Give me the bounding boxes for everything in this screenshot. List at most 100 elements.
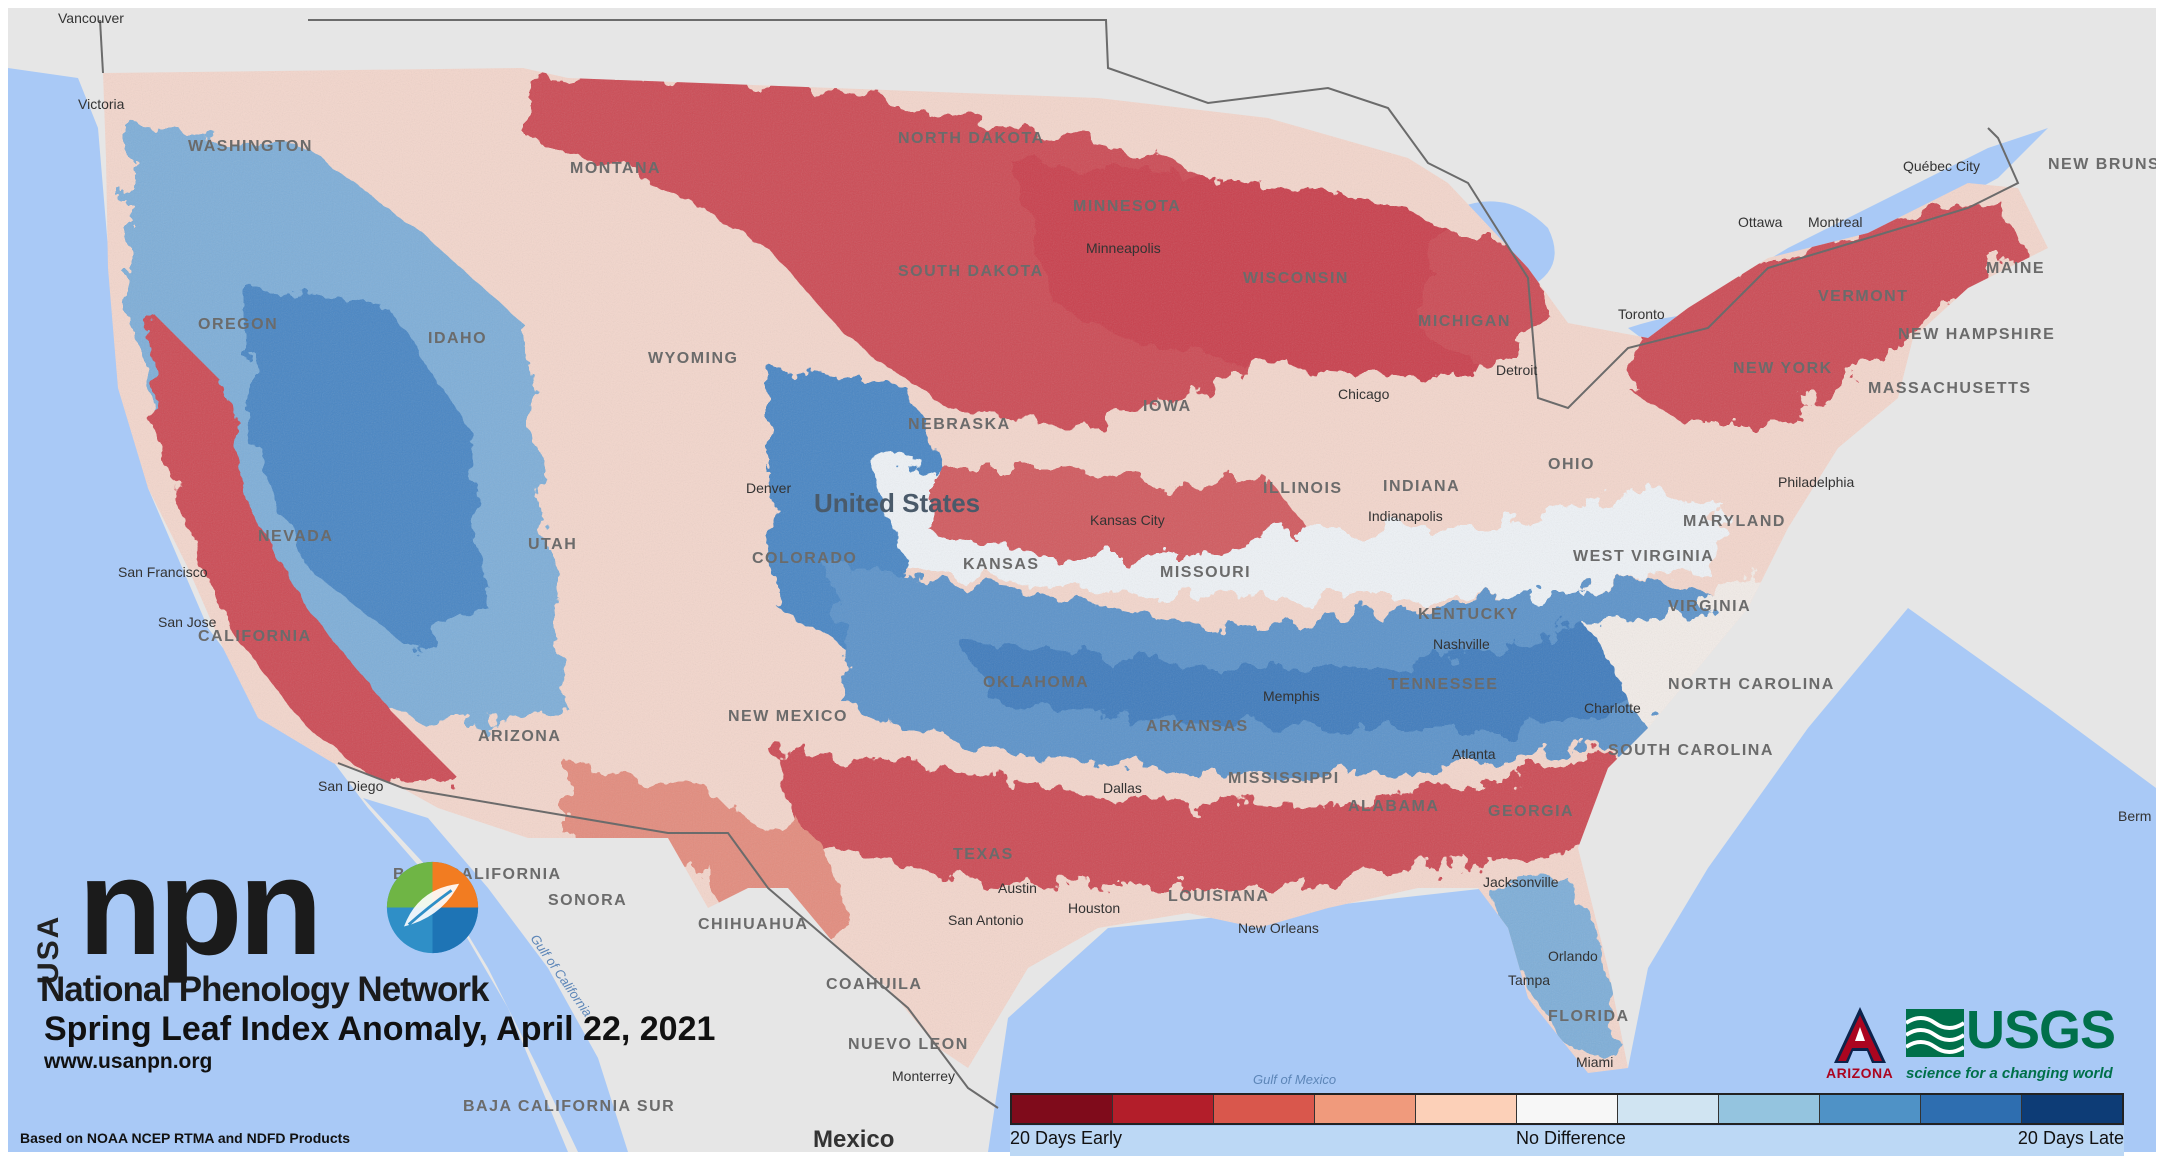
legend-swatch [1214, 1095, 1315, 1123]
state-label: SOUTH CAROLINA [1608, 742, 1774, 759]
city-label: Toronto [1618, 306, 1665, 322]
state-label: MONTANA [570, 160, 662, 177]
city-label: Ottawa [1738, 214, 1783, 230]
legend-label-late: 20 Days Late [2017, 1128, 2124, 1148]
state-label: WISCONSIN [1243, 270, 1349, 287]
city-label: Tampa [1508, 972, 1551, 988]
region-label: COAHUILA [826, 976, 923, 993]
state-label: MINNESOTA [1073, 198, 1182, 215]
city-label: Austin [998, 880, 1037, 896]
country-label: Mexico [813, 1126, 895, 1152]
state-label: OHIO [1548, 456, 1595, 473]
state-label: MARYLAND [1683, 513, 1786, 530]
region-label: NUEVO LEON [848, 1036, 969, 1053]
state-label: KENTUCKY [1418, 606, 1519, 623]
legend-label-early: 20 Days Early [1010, 1128, 1123, 1148]
city-label: San Jose [158, 614, 217, 630]
state-label: NORTH CAROLINA [1668, 676, 1835, 693]
city-label: San Francisco [118, 564, 208, 580]
legend-color-bar [1010, 1093, 2124, 1125]
city-label: Minneapolis [1086, 240, 1161, 256]
globe-leaf-icon [386, 861, 479, 954]
state-label: KANSAS [963, 556, 1040, 573]
city-label: Jacksonville [1483, 874, 1559, 890]
legend-labels: 20 Days Early No Difference 20 Days Late [1010, 1126, 2124, 1156]
region-label: CHIHUAHUA [698, 916, 809, 933]
state-label: OKLAHOMA [983, 674, 1090, 691]
water-label: Gulf of Mexico [1253, 1072, 1337, 1087]
state-label: MICHIGAN [1418, 313, 1511, 330]
usgs-wave-icon [1906, 1009, 1964, 1057]
map-title: Spring Leaf Index Anomaly, April 22, 202… [44, 1010, 716, 1048]
legend-swatch [1618, 1095, 1719, 1123]
city-label: Denver [746, 480, 792, 496]
state-label: MASSACHUSETTS [1868, 380, 2032, 397]
city-label: Vancouver [58, 10, 124, 26]
region-label: SONORA [548, 892, 628, 909]
network-name: National Phenology Network [40, 970, 489, 1009]
city-label: Miami [1576, 1054, 1614, 1070]
state-label: NEW YORK [1733, 360, 1833, 377]
state-label: MAINE [1986, 260, 2046, 277]
state-label: COLORADO [752, 550, 858, 567]
city-label: Philadelphia [1778, 474, 1855, 490]
state-label: NORTH DAKOTA [898, 130, 1045, 147]
city-label: Nashville [1433, 636, 1490, 652]
city-label: Indianapolis [1368, 508, 1443, 524]
state-label: WEST VIRGINIA [1573, 548, 1715, 565]
state-label: MISSOURI [1160, 564, 1252, 581]
partner-logos: ARIZONA USGS science for a changing worl… [1826, 1000, 2126, 1085]
legend-swatch [1113, 1095, 1214, 1123]
city-label: Memphis [1263, 688, 1320, 704]
state-label: IOWA [1143, 398, 1192, 415]
state-label: NEVADA [258, 528, 334, 545]
state-label: LOUISIANA [1168, 888, 1270, 905]
legend-swatch [1315, 1095, 1416, 1123]
city-label: San Diego [318, 778, 384, 794]
color-legend: 20 Days Early No Difference 20 Days Late [1010, 1093, 2124, 1156]
legend-swatch [2022, 1095, 2122, 1123]
state-label: IDAHO [428, 330, 488, 347]
city-label: New Orleans [1238, 920, 1319, 936]
website-link[interactable]: www.usanpn.org [44, 1050, 213, 1073]
legend-swatch [1012, 1095, 1113, 1123]
usgs-text: USGS [1966, 1000, 2116, 1060]
state-label: NEW MEXICO [728, 708, 848, 725]
arizona-text: ARIZONA [1826, 1065, 1894, 1081]
city-label: Houston [1068, 900, 1121, 916]
city-label: San Antonio [948, 912, 1024, 928]
usgs-tagline: science for a changing world [1906, 1065, 2113, 1082]
state-label: OREGON [198, 316, 279, 333]
city-label: Detroit [1496, 362, 1538, 378]
state-label: FLORIDA [1548, 1008, 1630, 1025]
city-label: Montreal [1808, 214, 1863, 230]
state-label: VIRGINIA [1668, 598, 1752, 615]
state-label: INDIANA [1383, 478, 1461, 495]
region-label: NEW BRUNSWICK [2048, 156, 2156, 173]
legend-swatch [1416, 1095, 1517, 1123]
state-label: CALIFORNIA [198, 628, 312, 645]
city-label: Kansas City [1090, 512, 1165, 528]
state-label: ALABAMA [1348, 798, 1440, 815]
anomaly-map: Vancouver Victoria MONTANA NORTH DAKOTA … [8, 8, 2156, 1152]
city-label: Québec City [1903, 158, 1981, 174]
city-label: Charlotte [1584, 700, 1641, 716]
country-label: United States [814, 488, 981, 518]
state-label: VERMONT [1818, 288, 1909, 305]
map-graphic [8, 8, 2156, 1152]
state-label: GEORGIA [1488, 803, 1575, 820]
npn-logo: USA npn National Phenology Network [30, 838, 510, 1022]
npn-wordmark: npn [78, 830, 323, 984]
region-label: Berm [2118, 808, 2152, 824]
state-label: ILLINOIS [1263, 480, 1343, 497]
state-label: SOUTH DAKOTA [898, 263, 1044, 280]
state-label: TEXAS [953, 846, 1014, 863]
city-label: Monterrey [892, 1068, 956, 1084]
state-label: NEW HAMPSHIRE [1898, 326, 2056, 343]
city-label: Victoria [78, 96, 125, 112]
state-label: TENNESSEE [1388, 676, 1499, 693]
region-label: BAJA CALIFORNIA SUR [463, 1098, 676, 1115]
state-label: ARKANSAS [1146, 718, 1249, 735]
source-note: Based on NOAA NCEP RTMA and NDFD Product… [20, 1130, 351, 1146]
state-label: WYOMING [648, 350, 739, 367]
